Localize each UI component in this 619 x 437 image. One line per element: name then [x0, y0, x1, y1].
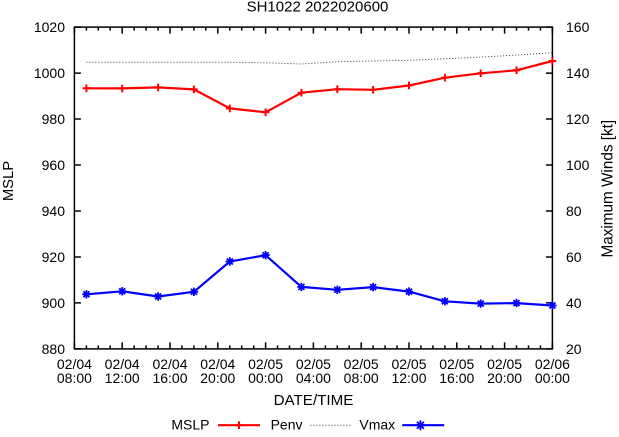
svg-text:40: 40: [566, 295, 582, 311]
svg-text:20:00: 20:00: [200, 370, 235, 386]
svg-text:02/05: 02/05: [391, 356, 426, 372]
svg-text:16:00: 16:00: [439, 370, 474, 386]
svg-text:SH1022 2022020600: SH1022 2022020600: [247, 0, 389, 15]
svg-text:100: 100: [566, 157, 590, 173]
svg-text:02/04: 02/04: [152, 356, 187, 372]
svg-text:1000: 1000: [34, 65, 65, 81]
svg-text:04:00: 04:00: [296, 370, 331, 386]
svg-text:12:00: 12:00: [105, 370, 140, 386]
svg-text:02/05: 02/05: [487, 356, 522, 372]
svg-text:60: 60: [566, 249, 582, 265]
svg-text:Maximum Winds [kt]: Maximum Winds [kt]: [599, 120, 616, 258]
svg-text:Vmax: Vmax: [359, 416, 395, 432]
svg-text:80: 80: [566, 203, 582, 219]
svg-text:02/04: 02/04: [200, 356, 235, 372]
svg-text:MSLP: MSLP: [1, 161, 17, 201]
svg-text:02/05: 02/05: [248, 356, 283, 372]
svg-text:DATE/TIME: DATE/TIME: [274, 392, 354, 409]
svg-text:1020: 1020: [34, 19, 65, 35]
svg-text:140: 140: [566, 65, 590, 81]
svg-text:920: 920: [42, 249, 66, 265]
svg-text:00:00: 00:00: [535, 370, 570, 386]
svg-text:12:00: 12:00: [391, 370, 426, 386]
svg-text:MSLP: MSLP: [171, 416, 209, 432]
svg-text:08:00: 08:00: [344, 370, 379, 386]
svg-text:02/04: 02/04: [57, 356, 92, 372]
svg-text:02/05: 02/05: [439, 356, 474, 372]
svg-text:Penv: Penv: [271, 416, 303, 432]
svg-text:160: 160: [566, 19, 590, 35]
svg-text:880: 880: [42, 341, 66, 357]
svg-text:08:00: 08:00: [57, 370, 92, 386]
svg-text:16:00: 16:00: [152, 370, 187, 386]
svg-text:20: 20: [566, 341, 582, 357]
svg-text:20:00: 20:00: [487, 370, 522, 386]
svg-text:120: 120: [566, 111, 590, 127]
svg-text:02/05: 02/05: [296, 356, 331, 372]
svg-text:00:00: 00:00: [248, 370, 283, 386]
svg-text:02/05: 02/05: [344, 356, 379, 372]
svg-text:960: 960: [42, 157, 66, 173]
svg-text:980: 980: [42, 111, 66, 127]
svg-text:02/04: 02/04: [105, 356, 140, 372]
svg-text:940: 940: [42, 203, 66, 219]
svg-text:02/06: 02/06: [535, 356, 570, 372]
svg-text:900: 900: [42, 295, 66, 311]
